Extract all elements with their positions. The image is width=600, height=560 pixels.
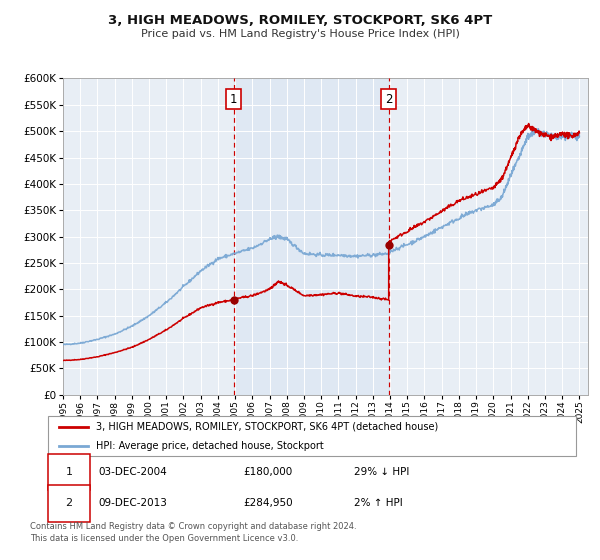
Text: HPI: Average price, detached house, Stockport: HPI: Average price, detached house, Stoc… (95, 441, 323, 450)
Text: Price paid vs. HM Land Registry's House Price Index (HPI): Price paid vs. HM Land Registry's House … (140, 29, 460, 39)
Text: 03-DEC-2004: 03-DEC-2004 (98, 467, 167, 477)
Text: 1: 1 (65, 467, 73, 477)
Bar (234, 78, 389, 395)
Text: 2% ↑ HPI: 2% ↑ HPI (354, 498, 403, 508)
Text: 29% ↓ HPI: 29% ↓ HPI (354, 467, 410, 477)
Text: 2: 2 (385, 92, 392, 106)
FancyBboxPatch shape (48, 485, 90, 521)
Text: 1: 1 (230, 92, 238, 106)
Text: 2: 2 (65, 498, 73, 508)
Text: 09-DEC-2013: 09-DEC-2013 (98, 498, 167, 508)
Text: 3, HIGH MEADOWS, ROMILEY, STOCKPORT, SK6 4PT: 3, HIGH MEADOWS, ROMILEY, STOCKPORT, SK6… (108, 14, 492, 27)
Text: £284,950: £284,950 (244, 498, 293, 508)
FancyBboxPatch shape (48, 416, 576, 456)
FancyBboxPatch shape (48, 454, 90, 491)
Text: Contains HM Land Registry data © Crown copyright and database right 2024.
This d: Contains HM Land Registry data © Crown c… (30, 522, 356, 543)
Text: 3, HIGH MEADOWS, ROMILEY, STOCKPORT, SK6 4PT (detached house): 3, HIGH MEADOWS, ROMILEY, STOCKPORT, SK6… (95, 422, 438, 432)
Text: £180,000: £180,000 (244, 467, 293, 477)
